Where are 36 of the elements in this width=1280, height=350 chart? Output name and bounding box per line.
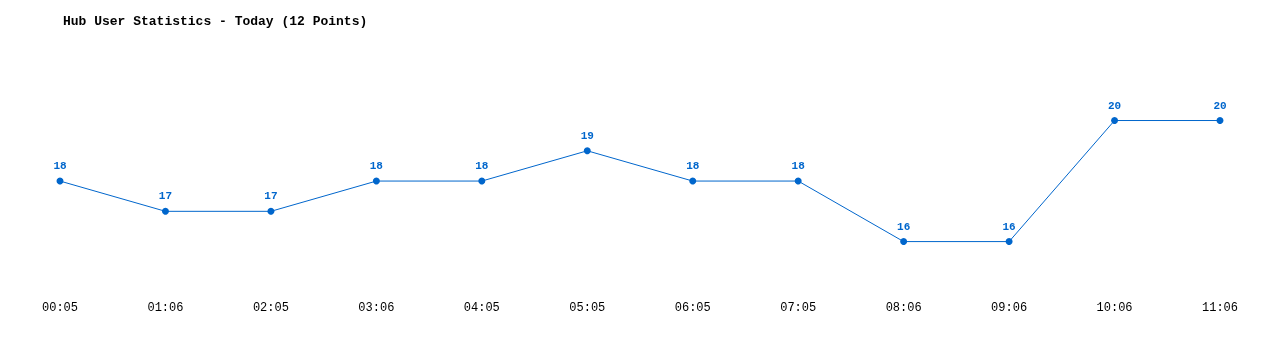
x-tick-label: 04:05 [463,301,500,315]
x-tick-label: 09:06 [991,301,1028,315]
point [478,177,486,185]
data-label: 18 [686,160,700,173]
x-tick-label: 10:06 [1096,301,1133,315]
data-label: 17 [158,190,173,203]
x-tick-label: 07:05 [780,301,817,315]
point [1111,117,1119,125]
x-tick-label: 02:05 [252,301,289,315]
point [583,147,591,155]
data-label: 18 [475,160,489,173]
data-label: 18 [53,160,67,173]
point [689,177,697,185]
point [267,207,275,215]
x-tick-label: 11:06 [1201,301,1239,315]
point [372,177,380,185]
point [900,238,908,246]
x-tick-label: 00:05 [41,301,79,315]
data-label: 18 [369,160,384,173]
x-tick-label: 01:06 [147,301,184,315]
data-label: 19 [580,129,594,142]
point [161,207,169,215]
data-label: 20 [1213,99,1227,112]
data-label: 16 [1002,220,1016,233]
data-label: 18 [791,160,806,173]
x-tick-label: 05:05 [569,301,606,315]
data-label: 17 [264,190,278,203]
x-tick-label: 06:05 [674,301,711,315]
data-label: 20 [1107,99,1122,112]
point [794,177,802,185]
point [1216,117,1224,125]
x-tick-label: 03:06 [358,301,395,315]
data-label: 16 [897,220,911,233]
chart-title: Hub User Statistics - Today (12 Points) [63,14,368,29]
x-tick-label: 08:06 [885,301,922,315]
point [1005,238,1013,246]
